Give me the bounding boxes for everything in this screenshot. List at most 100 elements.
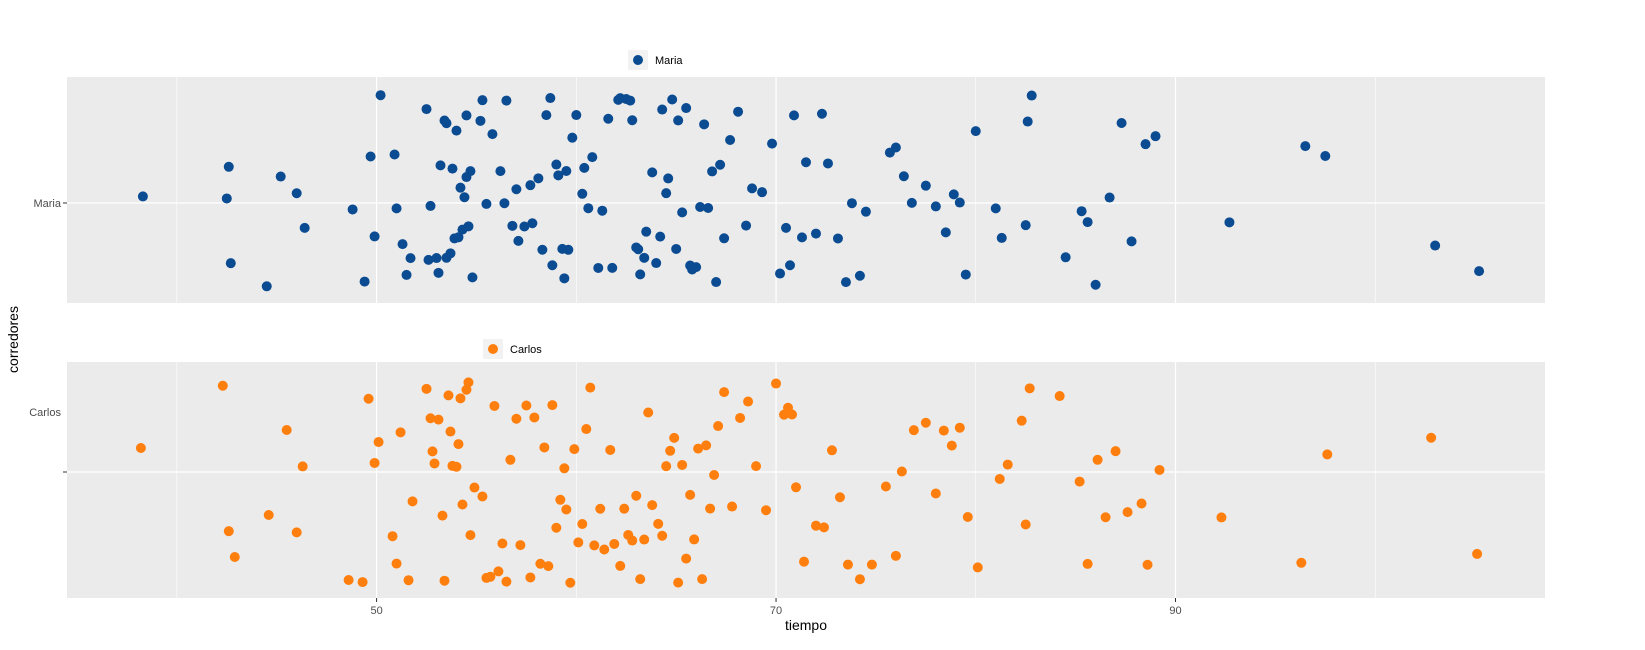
data-point <box>577 519 588 530</box>
data-point <box>1110 446 1121 457</box>
data-point <box>387 531 398 542</box>
data-point <box>938 425 949 436</box>
data-point <box>545 93 556 104</box>
data-point <box>505 454 516 465</box>
data-point <box>816 108 827 119</box>
data-point <box>519 221 530 232</box>
data-point <box>639 252 650 263</box>
data-point <box>1024 383 1035 394</box>
data-point <box>347 204 358 215</box>
data-point <box>1300 141 1311 152</box>
data-point <box>585 382 596 393</box>
data-point <box>475 115 486 126</box>
data-point <box>433 267 444 278</box>
data-point <box>810 520 821 531</box>
data-point <box>431 253 442 264</box>
data-point <box>527 218 538 229</box>
data-point <box>1054 391 1065 402</box>
data-point <box>818 522 829 533</box>
y-axis-title: corredores <box>5 306 21 373</box>
data-point <box>1430 240 1441 251</box>
data-point <box>499 198 510 209</box>
data-point <box>625 95 636 106</box>
data-point <box>1020 519 1031 530</box>
data-point <box>465 530 476 541</box>
data-point <box>673 115 684 126</box>
data-point <box>525 572 536 583</box>
data-point <box>423 254 434 265</box>
data-point <box>261 281 272 292</box>
data-point <box>463 377 474 388</box>
data-point <box>663 173 674 184</box>
data-point <box>427 446 438 457</box>
data-point <box>615 560 626 571</box>
data-point <box>1090 279 1101 290</box>
data-point <box>711 277 722 288</box>
data-point <box>854 574 865 585</box>
data-point <box>605 444 616 455</box>
data-point <box>701 440 712 451</box>
data-point <box>699 119 710 130</box>
data-point <box>445 248 456 259</box>
data-point <box>421 383 432 394</box>
data-point <box>715 159 726 170</box>
data-point <box>443 390 454 401</box>
data-point <box>834 492 845 503</box>
data-point <box>389 149 400 160</box>
data-point <box>587 152 598 163</box>
legend-key-dot <box>488 344 498 354</box>
data-point <box>275 171 286 182</box>
data-point <box>1322 449 1333 460</box>
data-point <box>529 412 540 423</box>
data-point <box>425 413 436 424</box>
data-point <box>555 494 566 505</box>
data-point <box>463 221 474 232</box>
data-point <box>695 202 706 213</box>
data-point <box>751 461 762 472</box>
data-point <box>539 442 550 453</box>
data-point <box>481 198 492 209</box>
data-point <box>583 203 594 214</box>
data-point <box>791 482 802 493</box>
data-point <box>495 166 506 177</box>
data-point <box>507 220 518 231</box>
panel-carlos: Carlos Carlos 50 70 90 <box>29 339 1545 617</box>
data-point <box>996 232 1007 243</box>
data-point <box>799 556 810 567</box>
data-point <box>1082 558 1093 569</box>
data-point <box>761 505 772 516</box>
data-point <box>707 166 718 177</box>
data-point <box>930 488 941 499</box>
data-point <box>920 417 931 428</box>
data-point <box>677 459 688 470</box>
data-point <box>297 461 308 472</box>
data-point <box>559 463 570 474</box>
data-point <box>930 201 941 212</box>
data-point <box>487 129 498 140</box>
data-point <box>709 469 720 480</box>
x-tick-label: 90 <box>1169 605 1181 617</box>
data-point <box>553 170 564 181</box>
data-point <box>960 269 971 280</box>
y-tick-label: Carlos <box>29 407 61 419</box>
data-point <box>1074 476 1085 487</box>
data-point <box>1150 131 1161 142</box>
data-point <box>229 552 240 563</box>
data-point <box>681 103 692 114</box>
data-point <box>363 393 374 404</box>
data-point <box>641 226 652 237</box>
data-point <box>343 575 354 586</box>
x-tick-label: 50 <box>370 605 382 617</box>
data-point <box>521 400 532 411</box>
data-point <box>429 458 440 469</box>
data-point <box>225 258 236 269</box>
data-point <box>579 162 590 173</box>
data-point <box>972 562 983 573</box>
data-point <box>537 244 548 255</box>
data-point <box>373 437 384 448</box>
data-point <box>217 380 228 391</box>
data-point <box>775 268 786 279</box>
data-point <box>655 231 666 242</box>
data-point <box>1140 139 1151 150</box>
